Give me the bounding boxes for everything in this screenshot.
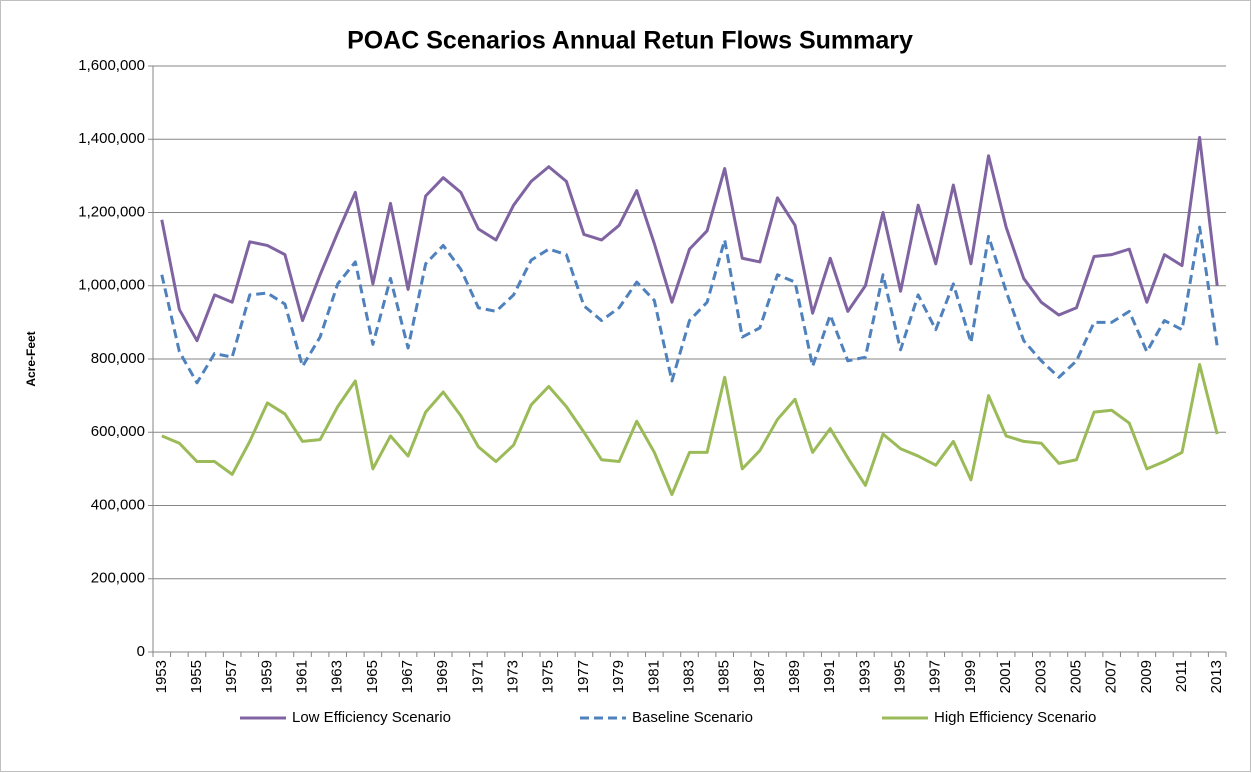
x-tick-label: 1963 (329, 660, 346, 693)
x-tick-label: 1991 (821, 660, 838, 693)
y-tick-label: 1,600,000 (78, 57, 145, 74)
y-tick-label: 0 (137, 643, 145, 660)
x-tick-label: 2013 (1208, 660, 1225, 693)
x-tick-label: 1961 (293, 660, 310, 693)
series-line (160, 135, 1219, 343)
x-tick-label: 1983 (680, 660, 697, 693)
x-tick-label: 2005 (1067, 660, 1084, 693)
y-tick-label: 200,000 (91, 570, 145, 587)
x-tick-label: 1997 (927, 660, 944, 693)
x-tick-label: 1969 (434, 660, 451, 693)
x-tick-label: 1989 (786, 660, 803, 693)
legend-label: High Efficiency Scenario (934, 709, 1096, 726)
x-tick-label: 2009 (1138, 660, 1155, 693)
series-line (161, 362, 1219, 497)
y-tick-label: 800,000 (91, 350, 145, 367)
x-tick-label: 1993 (856, 660, 873, 693)
y-tick-label: 1,200,000 (78, 203, 145, 220)
x-tick-label: 1955 (188, 660, 205, 693)
series-line (160, 225, 1219, 385)
x-tick-label: 2001 (997, 660, 1014, 693)
x-tick-label: 2007 (1103, 660, 1120, 693)
y-tick-label: 400,000 (91, 496, 145, 513)
legend-label: Low Efficiency Scenario (292, 709, 451, 726)
x-tick-label: 1959 (258, 660, 275, 693)
x-tick-label: 1965 (364, 660, 381, 693)
x-tick-label: 2011 (1173, 660, 1190, 692)
x-tick-label: 1987 (751, 660, 768, 693)
x-tick-label: 1975 (540, 660, 557, 693)
y-tick-label: 600,000 (91, 423, 145, 440)
x-tick-label: 1999 (962, 660, 979, 693)
x-tick-label: 1995 (892, 660, 909, 693)
x-tick-label: 1957 (223, 660, 240, 693)
x-tick-label: 1985 (716, 660, 733, 693)
x-tick-label: 1953 (153, 660, 170, 693)
x-tick-label: 1973 (505, 660, 522, 693)
legend-label: Baseline Scenario (632, 709, 753, 726)
x-tick-label: 1967 (399, 660, 416, 693)
x-tick-label: 1981 (645, 660, 662, 693)
y-tick-label: 1,000,000 (78, 277, 145, 294)
x-tick-label: 2003 (1032, 660, 1049, 693)
y-tick-label: 1,400,000 (78, 130, 145, 147)
y-axis-label: Acre-Feet (24, 331, 38, 386)
x-tick-label: 1971 (469, 660, 486, 693)
x-tick-label: 1977 (575, 660, 592, 693)
x-tick-label: 1979 (610, 660, 627, 693)
chart-title: POAC Scenarios Annual Retun Flows Summar… (347, 27, 913, 55)
